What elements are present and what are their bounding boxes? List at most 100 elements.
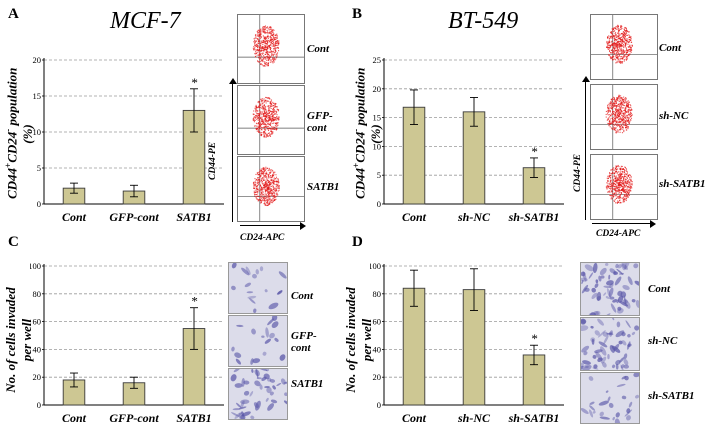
flow-event-dot (627, 105, 629, 107)
flow-event-dot (264, 135, 266, 137)
flow-event-dot (620, 28, 622, 30)
flow-event-dot (272, 181, 274, 183)
micro-d-label-sh-nc: sh-NC (648, 335, 678, 347)
flow-event-dot (610, 102, 612, 104)
flow-event-dot (622, 181, 624, 183)
flow-event-dot (623, 119, 625, 121)
flow-event-dot (627, 185, 629, 187)
flow-event-dot (270, 192, 272, 194)
flow-event-dot (260, 180, 262, 182)
flow-event-dot (264, 115, 266, 117)
flow-event-dot (273, 113, 275, 115)
flow-event-dot (617, 51, 619, 53)
flow-event-dot (262, 49, 264, 52)
flow-event-dot (256, 188, 259, 190)
flow-event-dot (272, 126, 274, 128)
flow-event-dot (274, 106, 276, 108)
flow-event-dot (614, 100, 616, 102)
flow-event-dot (619, 37, 621, 39)
flow-event-dot (619, 126, 621, 129)
flow-event-dot (262, 31, 264, 33)
flow-event-dot (266, 167, 268, 169)
invaded-cell (256, 369, 259, 379)
flow-event-dot (267, 45, 270, 47)
flow-event-dot (260, 176, 262, 178)
flow-event-dot (264, 65, 266, 67)
flow-event-dot (623, 177, 625, 179)
flow-event-dot (617, 37, 619, 40)
invaded-cell (253, 308, 257, 313)
flow-event-dot (620, 167, 622, 169)
flow-event-dot (275, 188, 277, 190)
flow-event-dot (271, 103, 273, 105)
flow-event-dot (258, 34, 260, 36)
invaded-cell (617, 264, 623, 269)
flow-event-dot (265, 166, 267, 168)
flow-event-dot (628, 36, 630, 38)
invaded-cell (589, 312, 596, 315)
flow-event-dot (267, 35, 269, 38)
flow-event-dot (260, 173, 263, 175)
flow-event-dot (265, 188, 267, 190)
flow-event-dot (607, 114, 609, 116)
flow-event-dot (607, 111, 609, 113)
flow-event-dot (255, 196, 257, 198)
flow-event-dot (272, 31, 274, 33)
invaded-cell (581, 319, 586, 325)
flow-event-dot (626, 49, 628, 51)
flow-event-dot (631, 44, 633, 46)
flow-event-dot (266, 32, 268, 34)
flow-event-dot (274, 51, 276, 54)
flow-event-dot (260, 31, 262, 33)
invaded-cell (623, 364, 630, 369)
flow-event-dot (621, 45, 623, 47)
flow-event-dot (277, 179, 279, 181)
flow-event-dot (264, 188, 266, 190)
flow-event-dot (607, 177, 609, 180)
flow-event-dot (267, 175, 270, 177)
flow-event-dot (256, 49, 258, 52)
flow-event-dot (611, 121, 613, 123)
flow-event-dot (265, 181, 267, 183)
flow-event-dot (269, 41, 271, 43)
flow-event-dot (268, 189, 270, 191)
flow-event-dot (611, 113, 613, 115)
flow-event-dot (620, 111, 622, 113)
flow-event-dot (622, 50, 624, 52)
flow-event-dot (271, 176, 273, 178)
flow-event-dot (264, 110, 266, 112)
flow-event-dot (264, 125, 266, 128)
invaded-cell (251, 328, 256, 335)
flow-event-dot (621, 104, 623, 106)
flow-event-dot (620, 173, 622, 175)
flow-event-dot (263, 115, 265, 117)
y-tick-label: 10 (33, 127, 42, 137)
flow-event-dot (608, 38, 611, 40)
flow-event-dot (260, 120, 262, 123)
flow-event-dot (273, 171, 275, 173)
flow-event-dot (260, 191, 262, 193)
flow-event-dot (611, 103, 613, 105)
flow-event-dot (270, 39, 273, 41)
flow-event-dot (618, 185, 620, 187)
flow-event-dot (257, 174, 259, 176)
flow-event-dot (631, 181, 633, 183)
flow-event-dot (614, 107, 616, 110)
flow-event-dot (624, 33, 627, 36)
flow-event-dot (266, 178, 268, 181)
flow-event-dot (262, 168, 264, 170)
flow-event-dot (254, 39, 256, 41)
flow-event-dot (259, 112, 261, 114)
flow-event-dot (260, 118, 262, 120)
flow-event-dot (269, 134, 271, 136)
flow-event-dot (268, 172, 270, 174)
invaded-cell (597, 318, 604, 326)
flow-event-dot (253, 110, 255, 112)
flow-event-dot (275, 55, 277, 57)
flow-event-dot (257, 191, 259, 193)
flow-event-dot (262, 115, 265, 117)
flow-event-dot (615, 32, 617, 34)
flow-event-dot (258, 131, 261, 133)
flow-event-dot (259, 28, 262, 30)
flow-event-dot (262, 59, 264, 61)
